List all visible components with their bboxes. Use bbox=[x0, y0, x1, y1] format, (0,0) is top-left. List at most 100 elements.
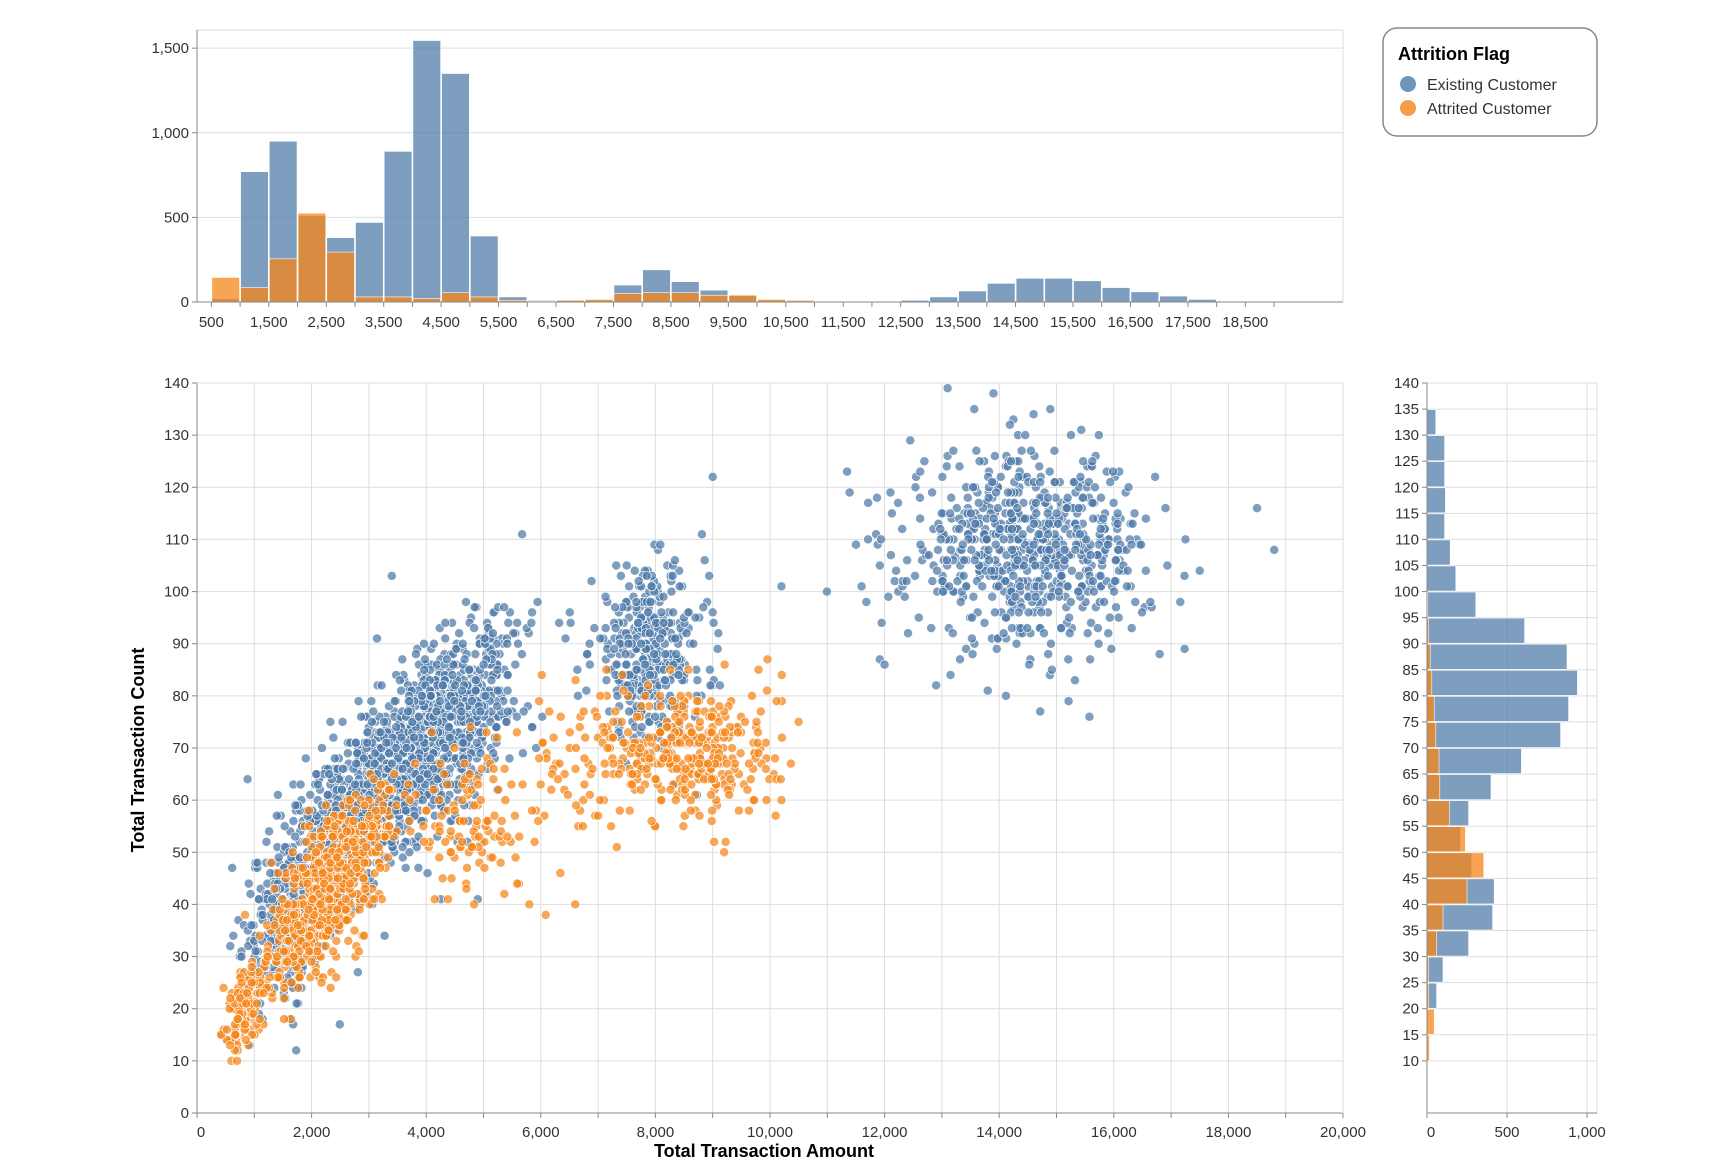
scatter-point-existing[interactable] bbox=[1092, 623, 1103, 634]
top-hist-bar-existing[interactable] bbox=[240, 171, 269, 303]
scatter-point-attrited[interactable] bbox=[389, 769, 400, 780]
scatter-point-existing[interactable] bbox=[688, 638, 699, 649]
right-hist-bar-existing[interactable] bbox=[1426, 565, 1457, 592]
scatter-point-existing[interactable] bbox=[586, 576, 597, 587]
scatter-point-attrited[interactable] bbox=[264, 972, 275, 983]
scatter-point-attrited[interactable] bbox=[370, 805, 381, 816]
scatter-point-existing[interactable] bbox=[959, 555, 970, 566]
scatter-point-attrited[interactable] bbox=[465, 722, 476, 733]
scatter-point-existing[interactable] bbox=[989, 607, 1000, 618]
scatter-point-existing[interactable] bbox=[1020, 430, 1031, 441]
scatter-point-existing[interactable] bbox=[1037, 581, 1048, 592]
scatter-point-attrited[interactable] bbox=[706, 711, 717, 722]
scatter-point-existing[interactable] bbox=[401, 743, 412, 753]
scatter-point-attrited[interactable] bbox=[527, 805, 537, 816]
scatter-point-attrited[interactable] bbox=[514, 831, 525, 842]
scatter-point-attrited[interactable] bbox=[246, 977, 257, 988]
scatter-point-attrited[interactable] bbox=[384, 784, 395, 795]
scatter-point-existing[interactable] bbox=[350, 737, 361, 748]
top-hist-bar-existing[interactable] bbox=[1015, 278, 1045, 303]
scatter-point-existing[interactable] bbox=[974, 456, 985, 467]
scatter-point-existing[interactable] bbox=[915, 539, 926, 550]
scatter-point-attrited[interactable] bbox=[732, 727, 743, 738]
scatter-point-existing[interactable] bbox=[1065, 597, 1076, 607]
scatter-point-existing[interactable] bbox=[708, 617, 719, 628]
scatter-point-attrited[interactable] bbox=[458, 816, 469, 826]
scatter-point-existing[interactable] bbox=[1113, 612, 1124, 623]
scatter-point-attrited[interactable] bbox=[230, 1029, 241, 1040]
scatter-point-attrited[interactable] bbox=[745, 774, 756, 785]
scatter-point-attrited[interactable] bbox=[680, 784, 690, 795]
scatter-point-existing[interactable] bbox=[897, 524, 908, 534]
top-hist-bar-existing[interactable] bbox=[929, 296, 958, 303]
scatter-point-existing[interactable] bbox=[989, 451, 1000, 461]
scatter-point-attrited[interactable] bbox=[469, 899, 480, 910]
scatter-point-existing[interactable] bbox=[337, 716, 348, 727]
scatter-point-existing[interactable] bbox=[1084, 711, 1095, 722]
scatter-point-existing[interactable] bbox=[1043, 529, 1054, 540]
scatter-point-existing[interactable] bbox=[470, 649, 481, 660]
scatter-point-attrited[interactable] bbox=[232, 1014, 243, 1025]
scatter-point-attrited[interactable] bbox=[273, 868, 284, 879]
scatter-point-existing[interactable] bbox=[903, 628, 913, 639]
scatter-point-existing[interactable] bbox=[1028, 409, 1039, 420]
scatter-point-attrited[interactable] bbox=[506, 779, 517, 790]
scatter-point-existing[interactable] bbox=[1095, 524, 1106, 534]
scatter-point-attrited[interactable] bbox=[760, 737, 771, 748]
scatter-point-attrited[interactable] bbox=[644, 732, 655, 743]
scatter-point-existing[interactable] bbox=[372, 633, 382, 644]
scatter-point-existing[interactable] bbox=[1011, 638, 1022, 649]
scatter-point-attrited[interactable] bbox=[482, 816, 493, 826]
scatter-point-existing[interactable] bbox=[951, 503, 962, 514]
scatter-point-existing[interactable] bbox=[1043, 649, 1054, 660]
legend-label-existing[interactable]: Existing Customer bbox=[1427, 77, 1557, 94]
scatter-point-attrited[interactable] bbox=[618, 685, 629, 696]
scatter-point-attrited[interactable] bbox=[293, 982, 304, 993]
scatter-point-existing[interactable] bbox=[1004, 419, 1015, 430]
scatter-point-attrited[interactable] bbox=[606, 821, 617, 832]
scatter-point-existing[interactable] bbox=[470, 675, 481, 686]
scatter-point-attrited[interactable] bbox=[770, 810, 781, 821]
right-hist-bar-existing[interactable] bbox=[1426, 409, 1437, 435]
scatter-point-attrited[interactable] bbox=[753, 748, 764, 759]
scatter-point-existing[interactable] bbox=[844, 487, 855, 498]
scatter-point-existing[interactable] bbox=[1031, 508, 1042, 519]
scatter-point-existing[interactable] bbox=[444, 732, 455, 743]
scatter-point-existing[interactable] bbox=[984, 555, 994, 566]
scatter-point-existing[interactable] bbox=[1012, 555, 1023, 566]
scatter-point-existing[interactable] bbox=[645, 597, 656, 607]
scatter-point-existing[interactable] bbox=[699, 555, 710, 566]
scatter-point-existing[interactable] bbox=[990, 539, 1001, 550]
top-hist-bar-attrited[interactable] bbox=[297, 212, 327, 303]
scatter-point-existing[interactable] bbox=[923, 550, 934, 561]
scatter-point-attrited[interactable] bbox=[311, 847, 321, 858]
scatter-point-attrited[interactable] bbox=[324, 894, 335, 905]
scatter-point-attrited[interactable] bbox=[655, 690, 666, 701]
scatter-point-existing[interactable] bbox=[271, 810, 282, 821]
scatter-point-existing[interactable] bbox=[261, 836, 272, 847]
scatter-point-attrited[interactable] bbox=[325, 857, 336, 868]
scatter-point-existing[interactable] bbox=[645, 670, 655, 680]
scatter-point-existing[interactable] bbox=[480, 690, 491, 701]
scatter-point-attrited[interactable] bbox=[251, 998, 262, 1009]
scatter-point-existing[interactable] bbox=[658, 591, 669, 602]
scatter-point-existing[interactable] bbox=[469, 623, 480, 634]
scatter-point-attrited[interactable] bbox=[721, 758, 732, 769]
scatter-point-existing[interactable] bbox=[279, 821, 290, 832]
scatter-point-existing[interactable] bbox=[955, 654, 965, 665]
scatter-point-existing[interactable] bbox=[390, 743, 401, 753]
scatter-point-attrited[interactable] bbox=[487, 852, 498, 863]
right-hist-bar-existing[interactable] bbox=[1426, 669, 1578, 696]
scatter-point-existing[interactable] bbox=[981, 534, 992, 545]
right-hist-bar-attrited[interactable] bbox=[1426, 696, 1435, 722]
scatter-point-attrited[interactable] bbox=[479, 862, 490, 873]
top-hist-bar-existing[interactable] bbox=[958, 290, 987, 303]
scatter-point-attrited[interactable] bbox=[793, 716, 804, 727]
scatter-point-attrited[interactable] bbox=[578, 706, 589, 717]
scatter-point-existing[interactable] bbox=[1007, 544, 1018, 555]
scatter-point-attrited[interactable] bbox=[473, 831, 484, 842]
scatter-point-existing[interactable] bbox=[945, 508, 956, 519]
scatter-point-attrited[interactable] bbox=[555, 868, 566, 879]
scatter-point-attrited[interactable] bbox=[685, 805, 696, 816]
scatter-point-existing[interactable] bbox=[397, 842, 408, 853]
